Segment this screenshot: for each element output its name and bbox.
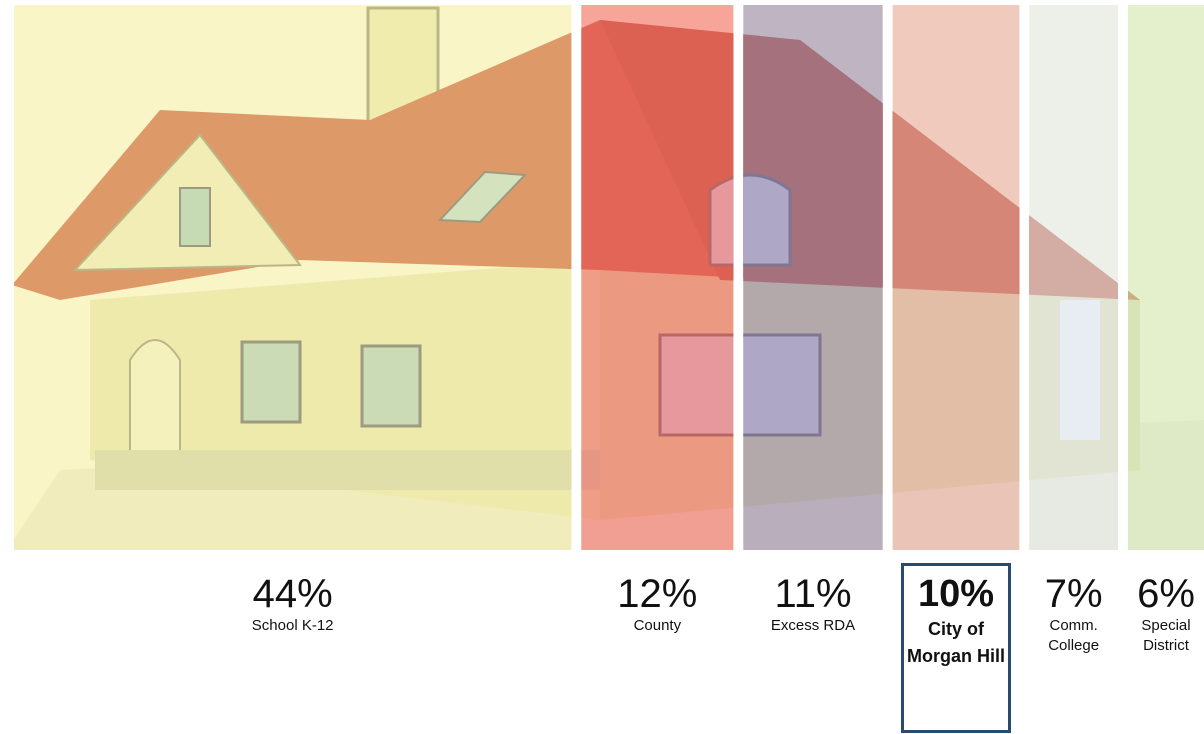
strip: [743, 5, 882, 550]
category-name: Excess RDA: [743, 616, 882, 636]
category-label: 7%Comm. College: [1029, 572, 1118, 656]
strip: [893, 5, 1020, 550]
page: {"chart_data": {"type": "strip", "catego…: [0, 0, 1204, 734]
category-label: 11%Excess RDA: [743, 572, 882, 636]
category-name: Special District: [1126, 616, 1204, 656]
strip: [1029, 5, 1118, 550]
category-name: School K-12: [14, 616, 571, 636]
category-name: Comm. College: [1029, 616, 1118, 656]
strip: [1128, 5, 1204, 550]
value-label: 44%: [14, 572, 571, 616]
value-label: 6%: [1126, 572, 1204, 616]
value-label: 11%: [743, 572, 882, 616]
category-label: 12%County: [581, 572, 733, 636]
category-label: 10%City of Morgan Hill: [901, 563, 1011, 733]
value-label: 10%: [904, 572, 1008, 616]
strip: [14, 5, 571, 550]
category-name: County: [581, 616, 733, 636]
category-label: 44%School K-12: [14, 572, 571, 636]
overlays: [14, 5, 1204, 550]
strip: [581, 5, 733, 550]
category-label: 6%Special District: [1126, 572, 1204, 656]
value-label: 7%: [1029, 572, 1118, 616]
value-label: 12%: [581, 572, 733, 616]
category-name: City of Morgan Hill: [904, 616, 1008, 670]
